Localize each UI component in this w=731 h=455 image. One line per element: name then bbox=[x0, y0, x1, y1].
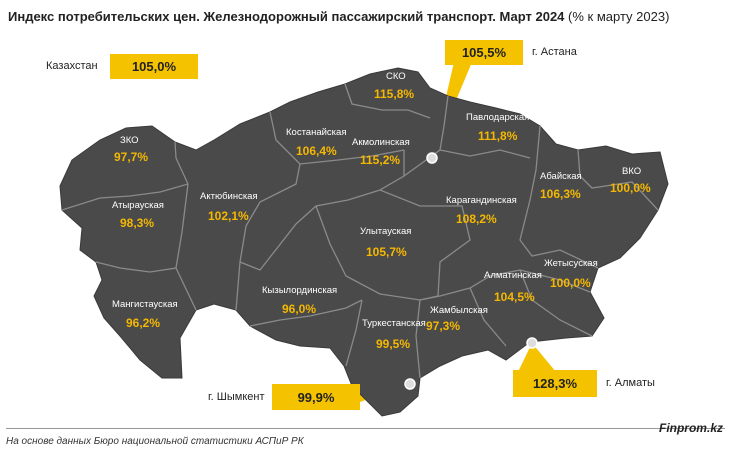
region-value-ulytau: 105,7% bbox=[366, 245, 407, 259]
region-value-abay: 106,3% bbox=[540, 187, 581, 201]
shymkent-label: г. Шымкент bbox=[208, 391, 265, 403]
border-sko-south bbox=[344, 83, 431, 119]
chart-title: Индекс потребительских цен. Железнодорож… bbox=[8, 9, 669, 24]
region-value-akmola: 115,2% bbox=[360, 153, 400, 167]
region-name-zhambyl: Жамбылская bbox=[430, 305, 488, 316]
region-value-zhetysu: 100,0% bbox=[550, 276, 591, 290]
border-pavlodar-south bbox=[439, 149, 531, 159]
border-kostanay-south bbox=[299, 149, 405, 165]
region-value-zko: 97,7% bbox=[114, 150, 148, 164]
region-value-mangystau: 96,2% bbox=[126, 316, 160, 330]
region-value-sko: 115,8% bbox=[374, 87, 414, 101]
region-name-ulytau: Улытауская bbox=[360, 226, 411, 237]
border-zko-atyrau bbox=[61, 183, 189, 211]
region-name-zhetysu: Жетысуская bbox=[544, 258, 598, 269]
region-name-atyrau: Атырауская bbox=[112, 200, 164, 211]
region-name-turkestan: Туркестанская bbox=[362, 318, 426, 329]
region-name-karaganda: Карагандинская bbox=[446, 195, 517, 206]
border-abay-west bbox=[519, 125, 599, 269]
region-name-aktobe: Актюбинская bbox=[200, 191, 258, 202]
region-name-vko: ВКО bbox=[622, 166, 641, 177]
border-atyrau-south bbox=[95, 183, 189, 273]
border-zko-aktobe bbox=[174, 141, 189, 185]
region-name-kostanay: Костанайская bbox=[286, 127, 346, 138]
astana-label: г. Астана bbox=[532, 46, 577, 58]
astana-marker bbox=[426, 152, 438, 164]
region-value-aktobe: 102,1% bbox=[208, 209, 249, 223]
title-main: Индекс потребительских цен. Железнодорож… bbox=[8, 9, 565, 24]
region-value-kyzylorda: 96,0% bbox=[282, 302, 316, 316]
border-almaty-zhetysu bbox=[519, 269, 593, 337]
country-outline bbox=[59, 67, 669, 417]
border-aktobe-east bbox=[235, 111, 301, 311]
region-value-pavlodar: 111,8% bbox=[478, 129, 518, 143]
region-value-vko: 100,0% bbox=[610, 181, 651, 195]
almaty-label: г. Алматы bbox=[606, 377, 655, 389]
border-ulytau-west bbox=[239, 150, 405, 271]
shymkent-marker bbox=[404, 378, 416, 390]
region-value-atyrau: 98,3% bbox=[120, 216, 154, 230]
region-name-pavlodar: Павлодарская bbox=[466, 112, 529, 123]
border-turkestan-zhambyl bbox=[415, 299, 421, 379]
almaty-marker bbox=[526, 337, 538, 349]
region-borders bbox=[61, 83, 659, 379]
kazakhstan-label: Казахстан bbox=[46, 60, 98, 72]
border-akmola-east bbox=[403, 95, 449, 177]
region-value-turkestan: 99,5% bbox=[376, 337, 410, 351]
region-name-kyzylorda: Кызылординская bbox=[262, 285, 337, 296]
footer-divider bbox=[6, 428, 725, 429]
region-name-abay: Абайская bbox=[540, 171, 582, 182]
border-kyzylorda-turkestan bbox=[249, 299, 363, 327]
region-value-almaty-obl: 104,5% bbox=[494, 290, 535, 304]
border-zhambyl-almaty bbox=[469, 287, 507, 347]
region-name-zko: ЗКО bbox=[120, 135, 139, 146]
source-note: На основе данных Бюро национальной стати… bbox=[6, 436, 304, 447]
region-name-mangystau: Мангистауская bbox=[112, 299, 178, 310]
border-vko bbox=[577, 149, 659, 211]
kazakhstan-value-box: 105,0% bbox=[110, 54, 198, 79]
region-name-almaty-obl: Алматинская bbox=[484, 270, 542, 281]
region-value-karaganda: 108,2% bbox=[456, 212, 497, 226]
border-mangystau-east bbox=[175, 267, 197, 311]
border-turkestan-west bbox=[345, 299, 363, 367]
region-name-akmola: Акмолинская bbox=[352, 137, 410, 148]
almaty-value-box: 128,3% bbox=[513, 370, 597, 397]
region-name-sko: СКО bbox=[386, 71, 406, 82]
border-south-mid bbox=[315, 205, 591, 301]
region-value-kostanay: 106,4% bbox=[296, 144, 337, 158]
brand-logo: Finprom.kz bbox=[658, 421, 723, 435]
title-suffix: (% к марту 2023) bbox=[568, 9, 670, 24]
shymkent-value-box: 99,9% bbox=[272, 384, 360, 410]
region-value-zhambyl: 97,3% bbox=[426, 319, 460, 333]
almaty-callout-pointer bbox=[518, 343, 556, 372]
astana-value-box: 105,5% bbox=[445, 40, 523, 65]
